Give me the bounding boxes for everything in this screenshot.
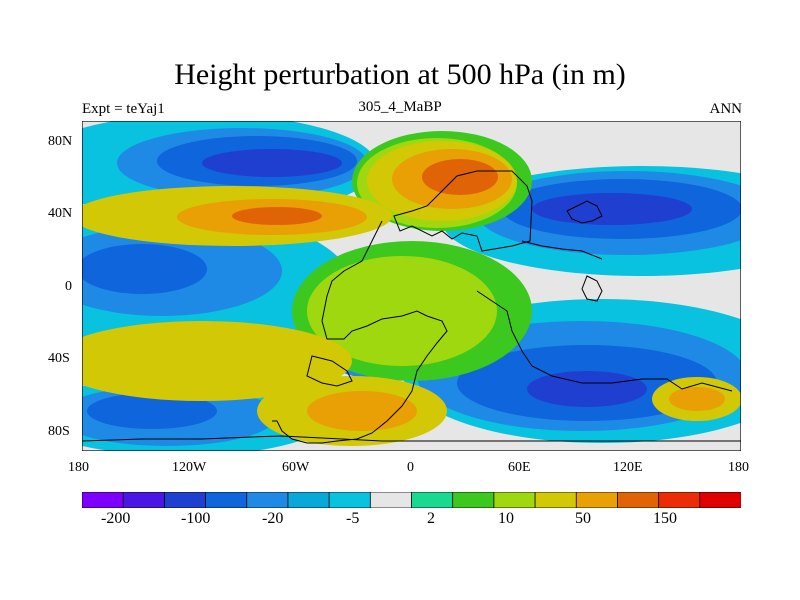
figure-title: Height perturbation at 500 hPa (in m): [174, 58, 626, 91]
colorbar-label: -200: [101, 510, 131, 527]
colorbar-swatch: [82, 492, 124, 508]
y-tick-label: 40S: [48, 351, 70, 366]
y-tick-label: 80S: [48, 424, 70, 439]
y-tick-label: 80N: [48, 134, 73, 149]
colorbar-swatch: [493, 492, 536, 508]
colorbar-swatch: [575, 492, 619, 508]
x-tick-label: 0: [407, 460, 414, 475]
x-tick-label: 180: [728, 460, 749, 475]
colorbar-label: 150: [653, 510, 677, 527]
colorbar-swatch: [411, 492, 454, 508]
island-outline: [306, 355, 353, 387]
colorbar-swatch: [658, 492, 701, 508]
colorbar: [82, 492, 741, 508]
americas-outline: [272, 220, 448, 444]
period-label: 305_4_MaBP: [358, 99, 442, 115]
colorbar-swatch: [287, 492, 330, 508]
colorbar-label: -5: [346, 510, 360, 527]
y-tick-label: 40N: [48, 206, 73, 221]
x-tick-label: 60W: [282, 460, 310, 475]
colorbar-swatch: [699, 492, 741, 508]
colorbar-label: 10: [498, 510, 514, 527]
colorbar-swatch: [452, 492, 495, 508]
colorbar-swatch: [369, 492, 413, 508]
x-tick-label: 60E: [508, 460, 531, 475]
colorbar-swatch: [246, 492, 289, 508]
eurasia-outline: [393, 170, 533, 252]
coastline: [82, 170, 741, 444]
colorbar-label: 2: [427, 510, 435, 527]
colorbar-swatch: [617, 492, 660, 508]
experiment-label: Expt = teYaj1: [82, 101, 165, 117]
colorbar-swatch: [534, 492, 577, 508]
colorbar-swatch: [122, 492, 166, 508]
southern-outline: [476, 290, 733, 392]
colorbar-swatch: [163, 492, 207, 508]
x-tick-label: 120E: [613, 460, 643, 475]
colorbar-label: 50: [575, 510, 591, 527]
x-tick-label: 120W: [172, 460, 207, 475]
height-perturbation-map: [82, 121, 741, 451]
x-tick-label: 180: [68, 460, 89, 475]
island-outline: [581, 275, 603, 302]
coast-line-segment: [521, 240, 603, 260]
season-label: ANN: [709, 101, 743, 117]
colorbar-label: -20: [262, 510, 284, 527]
colorbar-swatch: [205, 492, 248, 508]
y-tick-label: 0: [65, 279, 72, 294]
colorbar-label: -100: [181, 510, 211, 527]
antarctica-outline: [82, 435, 741, 442]
island-outline: [566, 200, 603, 224]
colorbar-swatch: [328, 492, 372, 508]
